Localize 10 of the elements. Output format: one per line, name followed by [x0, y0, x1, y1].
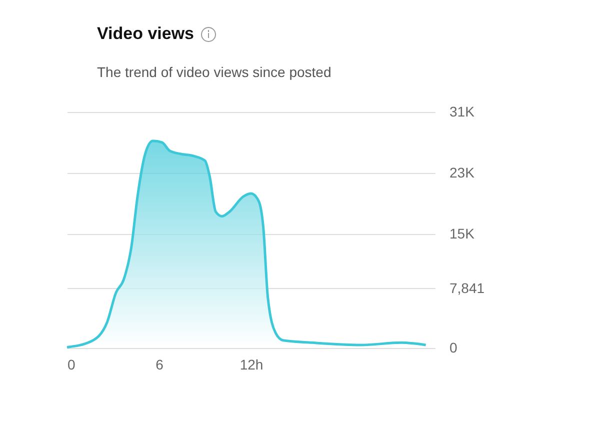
y-tick-label: 23K: [450, 164, 476, 180]
y-tick-label: 31K: [450, 104, 476, 120]
x-tick-label: 0: [68, 356, 76, 372]
chart-subtitle: The trend of video views since posted: [97, 64, 332, 80]
x-tick-label: 12h: [240, 356, 264, 372]
y-tick-label: 15K: [450, 225, 476, 242]
x-tick-label: 6: [156, 356, 164, 372]
y-tick-label: 0: [450, 340, 458, 356]
chart-title: Video views: [97, 24, 194, 44]
y-tick-label: 7,841: [450, 280, 485, 296]
